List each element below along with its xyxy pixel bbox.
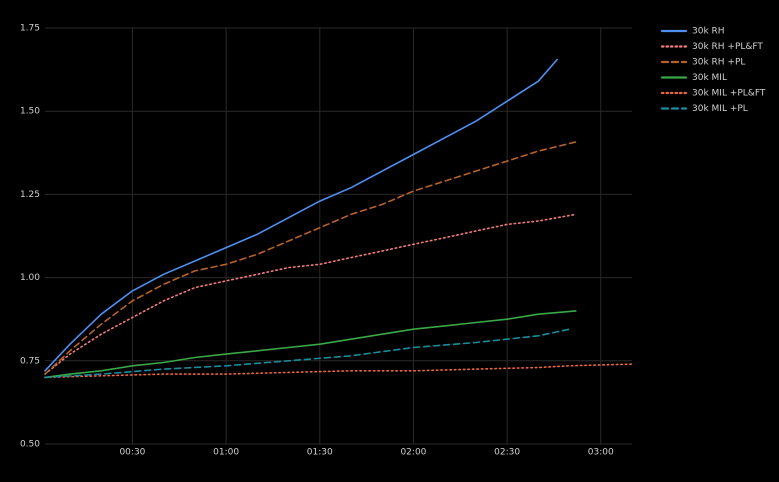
series-line bbox=[44, 213, 577, 375]
y-tick-label: 1.25 bbox=[20, 190, 40, 200]
legend-label: 30k MIL +PL bbox=[692, 104, 748, 114]
x-tick-label: 02:00 bbox=[400, 448, 426, 458]
x-tick-label: 00:30 bbox=[119, 448, 145, 458]
x-tick-label: 01:00 bbox=[213, 448, 239, 458]
series-line bbox=[44, 140, 580, 375]
y-tick-label: 1.50 bbox=[20, 107, 40, 117]
x-tick-label: 02:30 bbox=[494, 448, 520, 458]
y-tick-label: 0.50 bbox=[20, 440, 40, 450]
series-line bbox=[44, 328, 571, 379]
legend-label: 30k MIL +PL&FT bbox=[692, 89, 766, 99]
legend-label: 30k MIL bbox=[692, 73, 727, 83]
legend-label: 30k RH bbox=[692, 27, 725, 37]
series-line bbox=[44, 58, 558, 372]
series-line bbox=[44, 310, 577, 379]
y-tick-label: 0.75 bbox=[20, 356, 40, 366]
x-tick-label: 01:30 bbox=[307, 448, 333, 458]
legend-label: 30k RH +PL&FT bbox=[692, 42, 763, 52]
series-line bbox=[44, 363, 633, 379]
y-tick-label: 1.00 bbox=[20, 273, 40, 283]
legend-label: 30k RH +PL bbox=[692, 58, 745, 68]
x-tick-label: 03:00 bbox=[588, 448, 614, 458]
y-tick-label: 1.75 bbox=[20, 24, 40, 34]
